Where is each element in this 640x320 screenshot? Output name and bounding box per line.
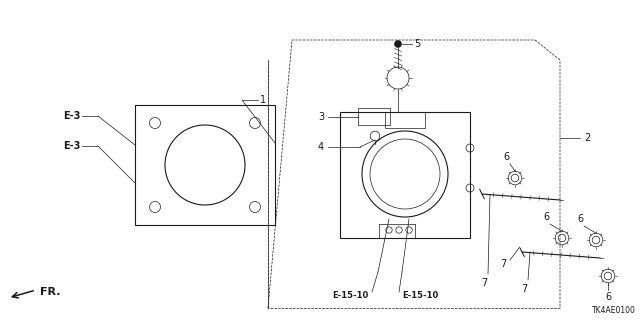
Text: E-3: E-3 bbox=[63, 141, 80, 151]
Text: 1: 1 bbox=[260, 95, 266, 105]
Text: 7: 7 bbox=[481, 278, 487, 288]
Text: TK4AE0100: TK4AE0100 bbox=[592, 306, 636, 315]
Text: E-3: E-3 bbox=[63, 111, 80, 121]
Text: 2: 2 bbox=[584, 133, 590, 143]
Text: 4: 4 bbox=[318, 142, 324, 152]
Text: FR.: FR. bbox=[40, 287, 61, 297]
Text: 3: 3 bbox=[318, 112, 324, 122]
Text: 6: 6 bbox=[577, 214, 583, 224]
Text: 6: 6 bbox=[605, 292, 611, 302]
Text: 6: 6 bbox=[503, 152, 509, 162]
Text: 7: 7 bbox=[521, 284, 527, 294]
Circle shape bbox=[394, 41, 401, 47]
Text: 5: 5 bbox=[414, 39, 420, 49]
Text: E-15-10: E-15-10 bbox=[332, 292, 368, 300]
Text: 6: 6 bbox=[543, 212, 549, 222]
Text: 7: 7 bbox=[500, 259, 506, 269]
Text: E-15-10: E-15-10 bbox=[402, 292, 438, 300]
